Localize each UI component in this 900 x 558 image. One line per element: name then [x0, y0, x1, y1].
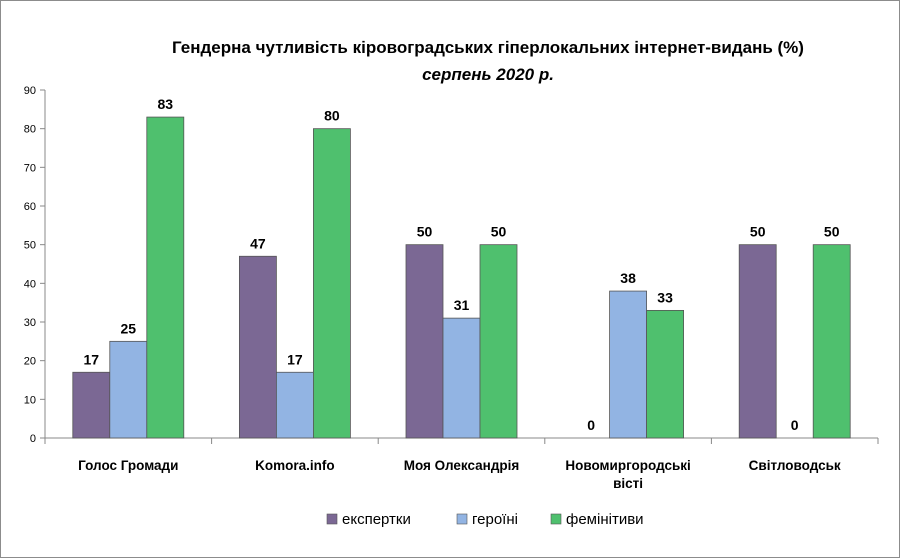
data-label: 80	[324, 108, 340, 124]
data-label: 50	[750, 224, 766, 240]
data-label: 33	[657, 289, 673, 305]
bar	[72, 371, 111, 439]
y-tick-label: 30	[24, 317, 36, 329]
data-label: 50	[824, 224, 840, 240]
legend-label: експертки	[342, 511, 411, 528]
legend-label: героїні	[472, 511, 518, 528]
legend-swatch	[326, 513, 338, 525]
legend-swatch	[456, 513, 468, 525]
legend: експертки героїні фемінітиви	[326, 511, 644, 528]
x-category-label: Komora.info	[255, 458, 335, 473]
data-label: 50	[491, 224, 507, 240]
bar	[646, 309, 684, 439]
y-tick-label: 0	[30, 433, 36, 445]
legend-swatch	[550, 513, 562, 525]
bar	[405, 244, 444, 439]
bar	[275, 371, 314, 439]
y-tick-label: 20	[24, 356, 36, 368]
bar	[812, 244, 851, 439]
data-label: 50	[417, 224, 433, 240]
data-label: 25	[121, 320, 137, 336]
axes: 0 10 20 30 40 50 60 70 80 90 Голос Громади Komora.i…	[24, 85, 879, 491]
data-label: 31	[454, 297, 470, 313]
bar	[146, 116, 185, 439]
y-tick-label: 90	[24, 85, 36, 97]
data-label: 17	[287, 351, 303, 367]
y-tick-label: 10	[24, 394, 36, 406]
bar	[442, 317, 481, 439]
x-category-label: вісті	[613, 476, 643, 491]
bar	[479, 244, 518, 439]
chart-subtitle: серпень 2020 р.	[422, 65, 554, 84]
bars: 17 25 83 47 17 80 50 31 50 0 38 33 50 0 50	[72, 96, 851, 439]
bar	[109, 340, 148, 439]
data-label: 83	[158, 96, 174, 112]
bar	[312, 128, 351, 439]
bar	[738, 244, 777, 439]
y-tick-label: 60	[24, 201, 36, 213]
y-tick-label: 80	[24, 124, 36, 136]
bar	[238, 255, 277, 439]
data-label: 17	[84, 351, 100, 367]
data-label: 38	[620, 270, 636, 286]
y-tick-label: 40	[24, 278, 36, 290]
y-tick-label: 70	[24, 162, 36, 174]
x-category-label: Голос Громади	[78, 458, 178, 473]
data-label: 47	[250, 235, 266, 251]
legend-label: фемінітиви	[566, 511, 644, 528]
data-label: 0	[587, 417, 595, 433]
x-category-label: Світловодськ	[749, 458, 841, 473]
data-label: 0	[791, 417, 799, 433]
y-tick-label: 50	[24, 240, 36, 252]
x-category-label: Моя Олександрія	[404, 458, 520, 473]
chart-title: Гендерна чутливість кіровоградських гіпе…	[172, 38, 804, 57]
x-category-label: Новомиргородські	[565, 458, 690, 473]
bar	[609, 290, 647, 439]
